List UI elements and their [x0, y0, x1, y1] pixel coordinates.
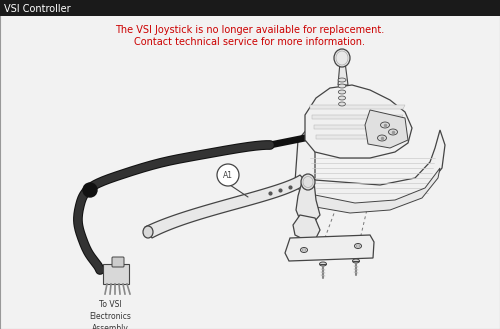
- Polygon shape: [314, 125, 401, 129]
- FancyBboxPatch shape: [112, 257, 124, 267]
- Ellipse shape: [301, 174, 315, 190]
- Ellipse shape: [300, 247, 308, 252]
- Text: To VSI
Electronics
Assembly: To VSI Electronics Assembly: [89, 300, 131, 329]
- Polygon shape: [145, 175, 307, 238]
- Ellipse shape: [320, 262, 326, 266]
- Ellipse shape: [354, 243, 362, 248]
- Polygon shape: [316, 135, 399, 139]
- Ellipse shape: [380, 122, 390, 128]
- Ellipse shape: [356, 245, 360, 247]
- Bar: [103, 264, 129, 284]
- Bar: [0, 0, 500, 16]
- Circle shape: [217, 164, 239, 186]
- Ellipse shape: [338, 90, 345, 94]
- Ellipse shape: [378, 135, 386, 141]
- Ellipse shape: [338, 84, 346, 88]
- Ellipse shape: [338, 102, 345, 106]
- Polygon shape: [365, 110, 408, 148]
- Text: The VSI Joystick is no longer available for replacement.: The VSI Joystick is no longer available …: [116, 25, 384, 35]
- Polygon shape: [298, 168, 440, 213]
- Polygon shape: [285, 235, 374, 261]
- Ellipse shape: [143, 226, 153, 238]
- Ellipse shape: [388, 129, 398, 135]
- Polygon shape: [338, 62, 348, 85]
- Text: VSI Controller: VSI Controller: [4, 4, 70, 14]
- Ellipse shape: [334, 49, 350, 67]
- Polygon shape: [296, 182, 320, 222]
- Ellipse shape: [302, 249, 306, 251]
- Ellipse shape: [83, 183, 97, 197]
- Polygon shape: [305, 85, 412, 158]
- Text: Contact technical service for more information.: Contact technical service for more infor…: [134, 37, 366, 47]
- Polygon shape: [295, 128, 445, 205]
- Ellipse shape: [338, 96, 345, 100]
- Polygon shape: [293, 215, 320, 240]
- Ellipse shape: [338, 78, 346, 82]
- Polygon shape: [310, 105, 405, 109]
- Polygon shape: [312, 115, 403, 119]
- Ellipse shape: [352, 259, 360, 263]
- Text: A1: A1: [223, 170, 233, 180]
